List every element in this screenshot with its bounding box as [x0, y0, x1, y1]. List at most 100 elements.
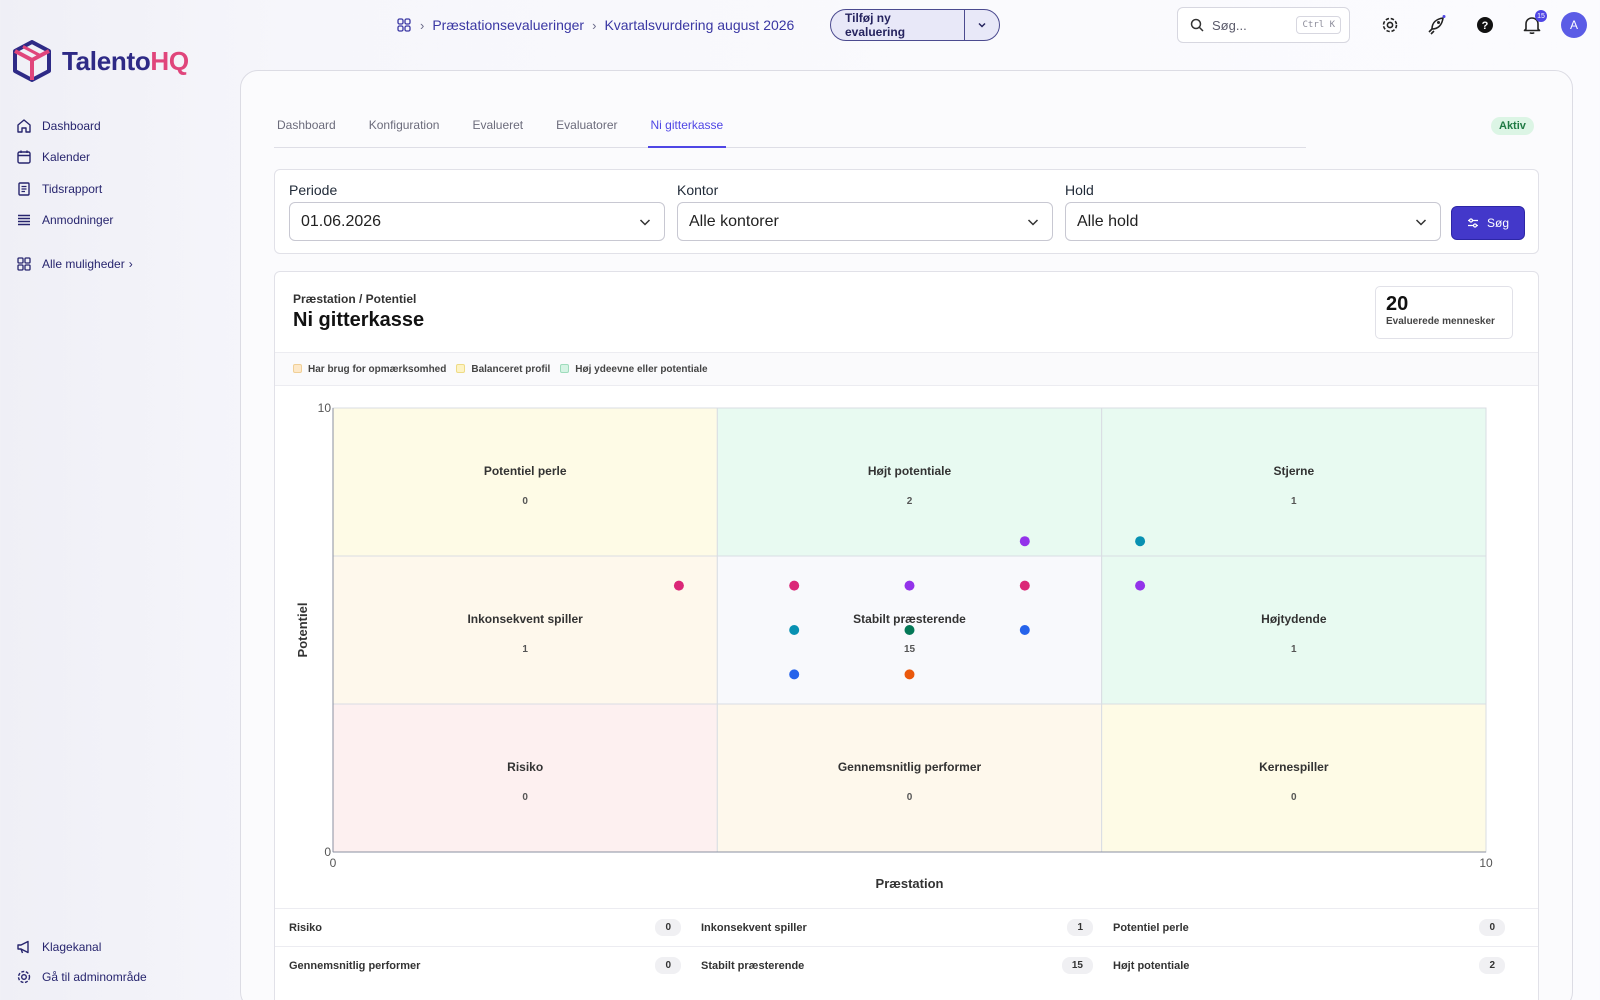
- sidebar-item-anmodninger[interactable]: Anmodninger: [16, 205, 216, 237]
- legend-item: Har brug for opmærksomhed: [293, 363, 446, 375]
- cell-label: Potentiel perle: [484, 464, 567, 478]
- evaluated-count: 20: [1386, 293, 1409, 315]
- grid-cell: [332, 407, 718, 557]
- search-icon: [1190, 18, 1204, 32]
- cell-label: Højtydende: [1261, 612, 1327, 626]
- cell-label: Gennemsnitlig performer: [838, 760, 982, 774]
- home-icon: [17, 119, 31, 133]
- apps-icon[interactable]: [396, 17, 412, 33]
- legend-label: Balanceret profil: [471, 363, 551, 375]
- office-value: Alle kontorer: [689, 212, 779, 230]
- cell-label: Kernespiller: [1259, 760, 1329, 774]
- breadcrumb: › Præstationsevalueringer › Kvartalsvurd…: [396, 14, 794, 36]
- search-input[interactable]: Søg... Ctrl K: [1177, 7, 1350, 43]
- sidebar-item-label: Gå til adminområde: [42, 970, 147, 984]
- office-select[interactable]: Alle kontorer: [677, 202, 1053, 241]
- summary-count: 15: [1061, 957, 1093, 974]
- legend-label: Høj ydeevne eller potentiale: [575, 363, 708, 375]
- search-shortcut: Ctrl K: [1296, 16, 1341, 34]
- gear-icon: [17, 970, 31, 984]
- cell-count: 2: [907, 496, 913, 507]
- legend-item: Høj ydeevne eller potentiale: [560, 363, 708, 375]
- data-point: [1019, 536, 1030, 547]
- tab-configuration[interactable]: Konfiguration: [368, 118, 440, 132]
- grid-cell: [1101, 407, 1487, 557]
- grid-cell: [332, 555, 718, 705]
- tab-evaluators[interactable]: Evaluatorer: [556, 118, 618, 132]
- summary-label: Inkonsekvent spiller: [701, 921, 807, 934]
- evaluated-count-label: Evaluerede mennesker: [1386, 316, 1495, 327]
- y-axis-label: Potentiel: [295, 603, 310, 658]
- rocket-icon: [1428, 15, 1446, 35]
- sidebar-item-label: Anmodninger: [42, 213, 114, 228]
- cell-count: 0: [522, 496, 528, 507]
- data-point: [1135, 580, 1146, 591]
- cell-label: Stabilt præsterende: [853, 612, 966, 626]
- sidebar-item-dashboard[interactable]: Dashboard: [16, 110, 216, 142]
- sidebar-item-admin[interactable]: Gå til adminområde: [16, 962, 216, 992]
- tab-nine-box[interactable]: Ni gitterkasse: [647, 103, 727, 148]
- office-filter: Kontor Alle kontorer: [677, 182, 1053, 241]
- tab-evaluated[interactable]: Evalueret: [472, 118, 524, 132]
- status-badge: Aktiv: [1491, 117, 1534, 135]
- breadcrumb-item[interactable]: Præstationsevalueringer: [432, 17, 585, 33]
- notification-count-badge: 15: [1535, 10, 1547, 22]
- help-button[interactable]: ?: [1474, 14, 1496, 36]
- chevron-down-icon[interactable]: [965, 10, 999, 40]
- legend-swatch: [293, 363, 302, 373]
- data-point: [1135, 536, 1146, 547]
- sidebar-item-kalender[interactable]: Kalender: [16, 142, 216, 174]
- summary-count: 0: [655, 919, 681, 936]
- settings-button[interactable]: [1379, 14, 1401, 36]
- report-icon: [18, 182, 30, 196]
- period-select[interactable]: 01.06.2026: [289, 202, 665, 241]
- summary-label: Højt potentiale: [1113, 959, 1190, 972]
- period-filter: Periode 01.06.2026: [289, 182, 665, 241]
- card-subtitle: Præstation / Potentiel: [293, 292, 417, 306]
- add-evaluation-label[interactable]: Tilføj ny evaluering: [831, 10, 965, 40]
- summary-label: Gennemsnitlig performer: [289, 959, 421, 972]
- nine-box-card: Præstation / Potentiel Ni gitterkasse 20…: [274, 271, 1539, 1000]
- tab-dashboard[interactable]: Dashboard: [277, 118, 336, 132]
- sidebar-item-klagekanal[interactable]: Klagekanal: [16, 932, 216, 962]
- summary-label: Potentiel perle: [1113, 921, 1189, 934]
- y-tick-label: 10: [318, 401, 332, 415]
- x-axis-label: Præstation: [876, 876, 944, 891]
- sidebar-item-all-options[interactable]: Alle muligheder ›: [16, 248, 216, 280]
- logo[interactable]: TalentoHQ: [12, 40, 189, 82]
- sidebar-item-label: Klagekanal: [42, 940, 102, 954]
- sidebar-bottom: Klagekanal Gå til adminområde: [16, 932, 216, 992]
- team-select[interactable]: Alle hold: [1065, 202, 1441, 241]
- grid-cell: [716, 703, 1103, 853]
- add-evaluation-button: Tilføj ny evaluering: [830, 9, 1000, 41]
- notifications-button[interactable]: [1521, 14, 1543, 36]
- summary-label: Stabilt præsterende: [701, 959, 805, 972]
- search-button[interactable]: Søg: [1451, 206, 1525, 240]
- cell-count: 0: [907, 792, 913, 803]
- data-point: [789, 625, 800, 635]
- grid-cell: [1101, 555, 1487, 705]
- avatar[interactable]: A: [1561, 12, 1587, 38]
- summary-count: 2: [1479, 957, 1505, 974]
- bell-icon: [1523, 17, 1541, 35]
- sidebar-item-tidsrapport[interactable]: Tidsrapport: [16, 173, 216, 205]
- chevron-right-icon: ›: [420, 17, 425, 33]
- card-title: Ni gitterkasse: [293, 309, 425, 331]
- rocket-button[interactable]: [1425, 14, 1447, 36]
- gear-icon: [1382, 17, 1398, 33]
- chevron-right-icon: ›: [592, 17, 597, 33]
- summary-cell: Potentiel perle 0: [1113, 919, 1525, 936]
- grid-cell: [1101, 703, 1487, 853]
- legend-swatch: [456, 363, 466, 373]
- summary-row: Gennemsnitlig performer 0 Stabilt præster…: [275, 946, 1538, 984]
- breadcrumb-item[interactable]: Kvartalsvurdering august 2026: [604, 17, 795, 33]
- summary-count: 0: [1479, 919, 1505, 936]
- cell-count: 0: [1291, 792, 1297, 803]
- svg-text:?: ?: [1482, 20, 1489, 32]
- sidebar-item-label: Kalender: [42, 150, 91, 165]
- team-value: Alle hold: [1077, 212, 1139, 230]
- data-point: [904, 669, 915, 680]
- summary-cell: Inkonsekvent spiller 1: [701, 919, 1113, 936]
- cell-label: Inkonsekvent spiller: [467, 612, 583, 626]
- cell-count: 1: [522, 644, 528, 655]
